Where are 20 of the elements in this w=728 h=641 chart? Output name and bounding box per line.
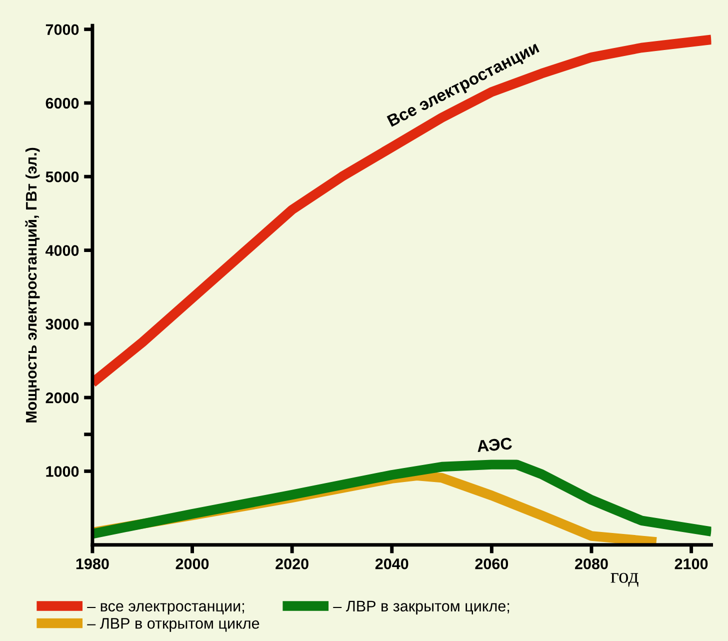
y-tick-label: 6000	[46, 98, 79, 109]
x-tick-label: 2060	[475, 558, 508, 570]
annotation: АЭС	[476, 437, 512, 452]
x-tick-label: 1980	[76, 558, 109, 570]
x-tick-label: 2040	[375, 558, 408, 570]
legend-label: – все электростанции;	[87, 603, 244, 615]
y-tick-label: 7000	[46, 24, 79, 36]
y-tick-label: 2000	[46, 392, 79, 404]
legend-label: – ЛВР в открытом цикле	[87, 618, 260, 632]
y-tick-label: 1000	[46, 466, 79, 477]
x-tick-label: 2000	[176, 558, 209, 570]
x-tick-label: 2080	[575, 558, 608, 570]
x-axis-title: год	[610, 572, 638, 587]
y-axis-title: Мощность электростанций, ГВт (эл.)	[25, 148, 40, 422]
y-tick-label: 4000	[46, 245, 79, 256]
y-tick-label: 3000	[46, 318, 79, 330]
legend-label: – ЛВР в закрытом цикле;	[333, 600, 510, 615]
x-tick-label: 2020	[276, 558, 308, 570]
x-tick-label: 2100	[674, 558, 708, 570]
y-tick-label: 5000	[46, 171, 79, 182]
